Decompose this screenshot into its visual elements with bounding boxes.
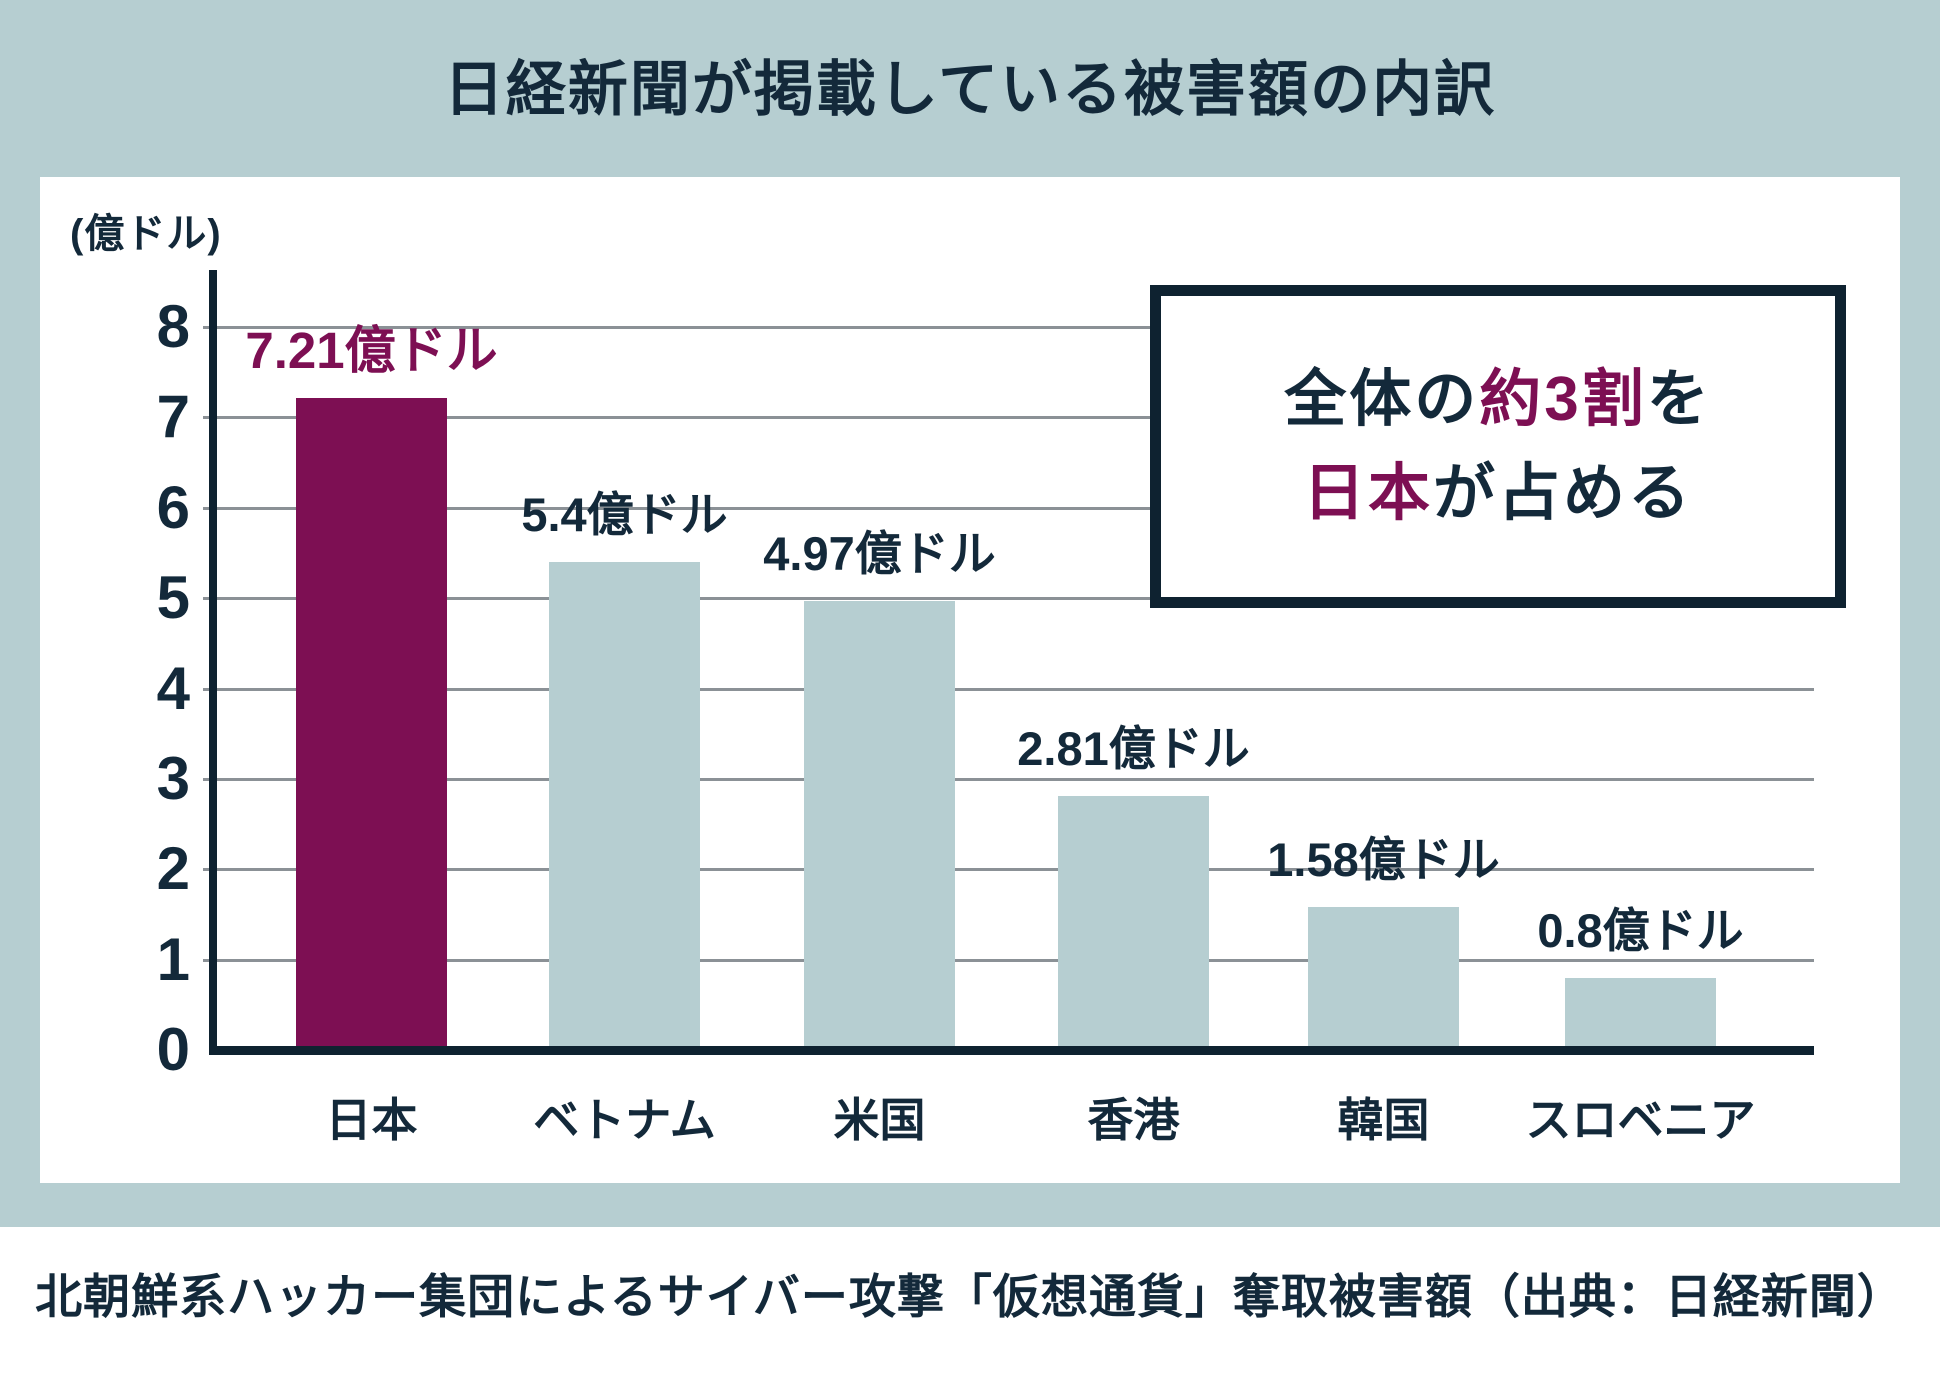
y-tick-label-3: 3 [156, 744, 190, 812]
bar-value-label: 0.8億ドル [1537, 903, 1744, 957]
gridline-6 [203, 506, 1814, 510]
callout-line-2: 日本が占める [1303, 447, 1693, 541]
y-tick-label-0: 0 [156, 1016, 190, 1083]
bar-category-label: 香港 [1087, 1094, 1180, 1146]
y-axis-unit-label: (億ドル) [70, 212, 222, 256]
callout-line-1: 全体の約3割を [1284, 353, 1712, 447]
callout-emphasis: 日本 [1302, 458, 1433, 528]
bar-value-label: 1.58億ドル [1267, 833, 1500, 887]
bar-スロベニア [1565, 977, 1716, 1050]
bar-value-label: 5.4億ドル [521, 487, 728, 541]
y-tick-label-5: 5 [156, 564, 190, 632]
bar-chart-plot: 0 1 2 3 4 5 6 7 8 7.21億ドル日本 5.4億ドル ベトナム 4.97億ドル 米国 2.8… [40, 177, 1900, 1183]
callout-box: 全体の約3割を 日本が占める [1150, 285, 1846, 608]
x-axis-line [209, 1046, 1814, 1055]
y-tick-label-8: 8 [156, 293, 190, 360]
bar-日本 [296, 398, 447, 1050]
y-tick-label-1: 1 [156, 925, 190, 993]
bar-category-label: 日本 [325, 1094, 418, 1146]
gridline-1 [203, 958, 1814, 962]
bar-ベトナム [549, 561, 700, 1050]
page-title: 日経新聞が掲載している被害額の内訳 [443, 56, 1497, 123]
gridline-7 [203, 416, 1814, 420]
y-tick-label-6: 6 [156, 473, 190, 541]
bar-category-label: 米国 [833, 1094, 926, 1146]
source-caption: 北朝鮮系ハッカー集団によるサイバー攻撃「仮想通貨」奪取被害額（出典：日経新聞） [35, 1270, 1905, 1323]
callout-text: を [1646, 364, 1712, 434]
chart-panel: (億ドル) 0 1 2 3 4 5 6 7 8 7.21億ドル日本 5.4億ドル ベトナム 4.97億ド… [40, 177, 1900, 1183]
bar-category-label: ベトナム [533, 1094, 716, 1146]
y-tick-label-2: 2 [156, 835, 190, 903]
bar-category-label: 韓国 [1337, 1094, 1430, 1146]
callout-text: が占める [1433, 458, 1694, 528]
bar-香港 [1058, 796, 1209, 1050]
bar-value-label: 7.21億ドル [245, 322, 498, 380]
callout-emphasis: 約3割 [1479, 364, 1647, 434]
gridline-5 [203, 597, 1814, 601]
bar-value-label: 2.81億ドル [1017, 722, 1250, 776]
gridline-2 [203, 868, 1814, 872]
bar-韓国 [1308, 907, 1459, 1050]
bar-value-label: 4.97億ドル [763, 526, 996, 580]
bar-米国 [804, 600, 955, 1050]
gridline-3 [203, 777, 1814, 781]
callout-text: 全体の [1284, 364, 1480, 434]
bar-category-label: スロベニア [1525, 1094, 1756, 1146]
y-tick-label-4: 4 [156, 654, 190, 722]
y-axis-line [209, 270, 217, 1054]
y-tick-label-7: 7 [156, 383, 190, 451]
gridline-4 [203, 687, 1814, 691]
gridline-8 [203, 326, 1814, 329]
